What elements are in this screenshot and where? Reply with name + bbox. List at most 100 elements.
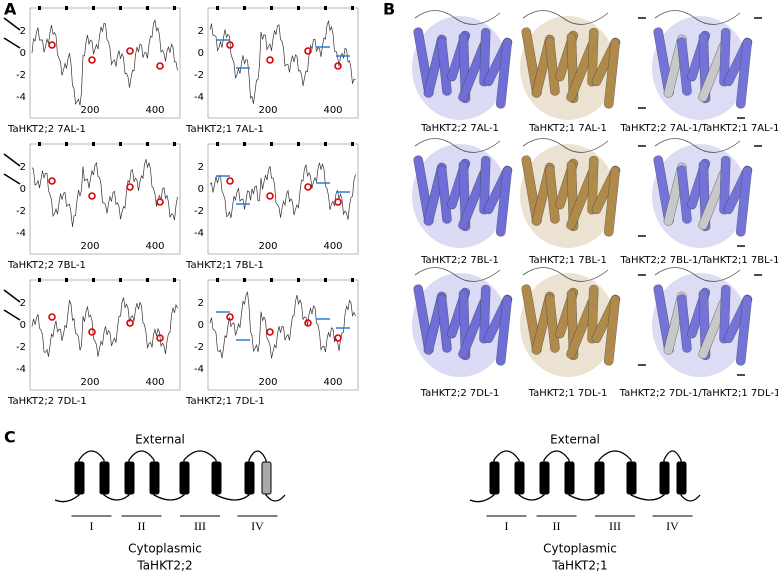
y-tick-label: 2 bbox=[20, 162, 26, 173]
helix bbox=[719, 156, 731, 215]
loop bbox=[654, 267, 741, 282]
x-tick-label: 200 bbox=[258, 377, 277, 388]
top-tick bbox=[324, 6, 327, 10]
marker bbox=[226, 177, 234, 185]
tm-helix bbox=[149, 461, 160, 495]
x-tick-label: 400 bbox=[145, 377, 164, 388]
top-tick bbox=[119, 142, 122, 146]
plot-frame bbox=[207, 7, 359, 119]
y-tick-label: 2 bbox=[20, 26, 26, 37]
domain-label: I bbox=[90, 519, 94, 533]
y-tick-label: -2 bbox=[16, 70, 26, 81]
top-tick bbox=[351, 278, 354, 282]
marker bbox=[266, 328, 274, 336]
plot-frame bbox=[207, 143, 359, 255]
top-tick bbox=[351, 6, 354, 10]
marker bbox=[334, 334, 342, 342]
x-tick-label: 400 bbox=[145, 241, 164, 252]
top-tick bbox=[146, 142, 149, 146]
structure-caption: TaHKT2;1 7AL-1 bbox=[528, 123, 607, 134]
plot-caption: TaHKT2;1 7AL-1 bbox=[185, 124, 264, 135]
y-tick-label: -2 bbox=[16, 342, 26, 353]
structure-caption: TaHKT2;2 7DL-1/TaHKT2;1 7DL-1 bbox=[619, 388, 778, 399]
plot-caption: TaHKT2;1 7BL-1 bbox=[185, 260, 264, 271]
helix bbox=[736, 166, 752, 237]
y-tick-label: -2 bbox=[16, 206, 26, 217]
helix bbox=[587, 285, 599, 344]
marker bbox=[156, 198, 164, 206]
y-tick-label: -4 bbox=[16, 228, 26, 239]
arrow bbox=[3, 153, 21, 167]
plot-frame bbox=[29, 279, 181, 391]
y-tick-label: -4 bbox=[16, 92, 26, 103]
x-tick-label: 400 bbox=[323, 241, 342, 252]
topology-loop bbox=[469, 450, 701, 503]
cytoplasmic-label: Cytoplasmic bbox=[543, 542, 617, 556]
tm-helix bbox=[124, 461, 135, 495]
tm-helix bbox=[659, 461, 670, 495]
x-tick-label: 200 bbox=[80, 105, 99, 116]
y-tick-label: 2 bbox=[198, 162, 204, 173]
structure-caption: TaHKT2;2 7DL-1 bbox=[420, 388, 500, 399]
top-tick bbox=[65, 278, 68, 282]
arrow bbox=[3, 173, 21, 185]
marker bbox=[266, 56, 274, 64]
y-tick-label: -2 bbox=[194, 70, 204, 81]
y-tick-label: -4 bbox=[194, 364, 204, 375]
top-tick bbox=[92, 6, 95, 10]
structure-caption: TaHKT2;2 7BL-1/TaHKT2;1 7BL-1 bbox=[619, 255, 778, 266]
top-tick bbox=[243, 142, 246, 146]
marker bbox=[304, 319, 312, 327]
tm-helix bbox=[179, 461, 190, 495]
arrow bbox=[3, 289, 21, 303]
top-tick bbox=[270, 142, 273, 146]
y-tick-label: -4 bbox=[194, 228, 204, 239]
structure-caption: TaHKT2;1 7DL-1 bbox=[528, 388, 608, 399]
y-tick-label: -2 bbox=[194, 342, 204, 353]
top-tick bbox=[38, 278, 41, 282]
marker bbox=[304, 183, 312, 191]
arrow bbox=[3, 309, 21, 321]
x-tick-label: 400 bbox=[323, 105, 342, 116]
helix bbox=[604, 166, 620, 237]
loop bbox=[654, 138, 741, 153]
hydropathy-curve bbox=[209, 291, 356, 359]
x-tick-label: 200 bbox=[80, 241, 99, 252]
tm-helix bbox=[99, 461, 110, 495]
top-tick bbox=[119, 6, 122, 10]
marker bbox=[334, 62, 342, 70]
helix bbox=[719, 28, 731, 87]
x-tick-label: 400 bbox=[323, 377, 342, 388]
tm-helix bbox=[564, 461, 575, 495]
loop bbox=[522, 10, 609, 25]
structure-caption: TaHKT2;2 7AL-1/TaHKT2;1 7AL-1 bbox=[619, 123, 778, 134]
top-tick bbox=[38, 6, 41, 10]
tm-helix bbox=[261, 461, 272, 495]
y-tick-label: 2 bbox=[198, 26, 204, 37]
plot-caption: TaHKT2;1 7DL-1 bbox=[185, 396, 265, 407]
marker bbox=[226, 313, 234, 321]
top-tick bbox=[173, 278, 176, 282]
marker bbox=[334, 198, 342, 206]
plot-frame bbox=[29, 7, 181, 119]
loop bbox=[414, 10, 501, 25]
structure-caption: TaHKT2;2 7BL-1 bbox=[420, 255, 499, 266]
top-tick bbox=[146, 278, 149, 282]
structure-caption: TaHKT2;1 7BL-1 bbox=[528, 255, 607, 266]
plot-caption: TaHKT2;2 7BL-1 bbox=[7, 260, 86, 271]
panel-label: B bbox=[383, 0, 395, 19]
loop bbox=[414, 267, 501, 282]
protein-name: TaHKT2;1 bbox=[551, 559, 607, 573]
hydropathy-curve bbox=[31, 159, 178, 227]
top-tick bbox=[297, 278, 300, 282]
helix bbox=[479, 156, 491, 215]
helix bbox=[437, 37, 452, 96]
helix bbox=[496, 166, 512, 237]
external-label: External bbox=[135, 433, 185, 447]
helix bbox=[736, 38, 752, 109]
marker bbox=[156, 62, 164, 70]
helix bbox=[545, 165, 560, 224]
tm-helix bbox=[676, 461, 687, 495]
x-tick-label: 200 bbox=[258, 105, 277, 116]
